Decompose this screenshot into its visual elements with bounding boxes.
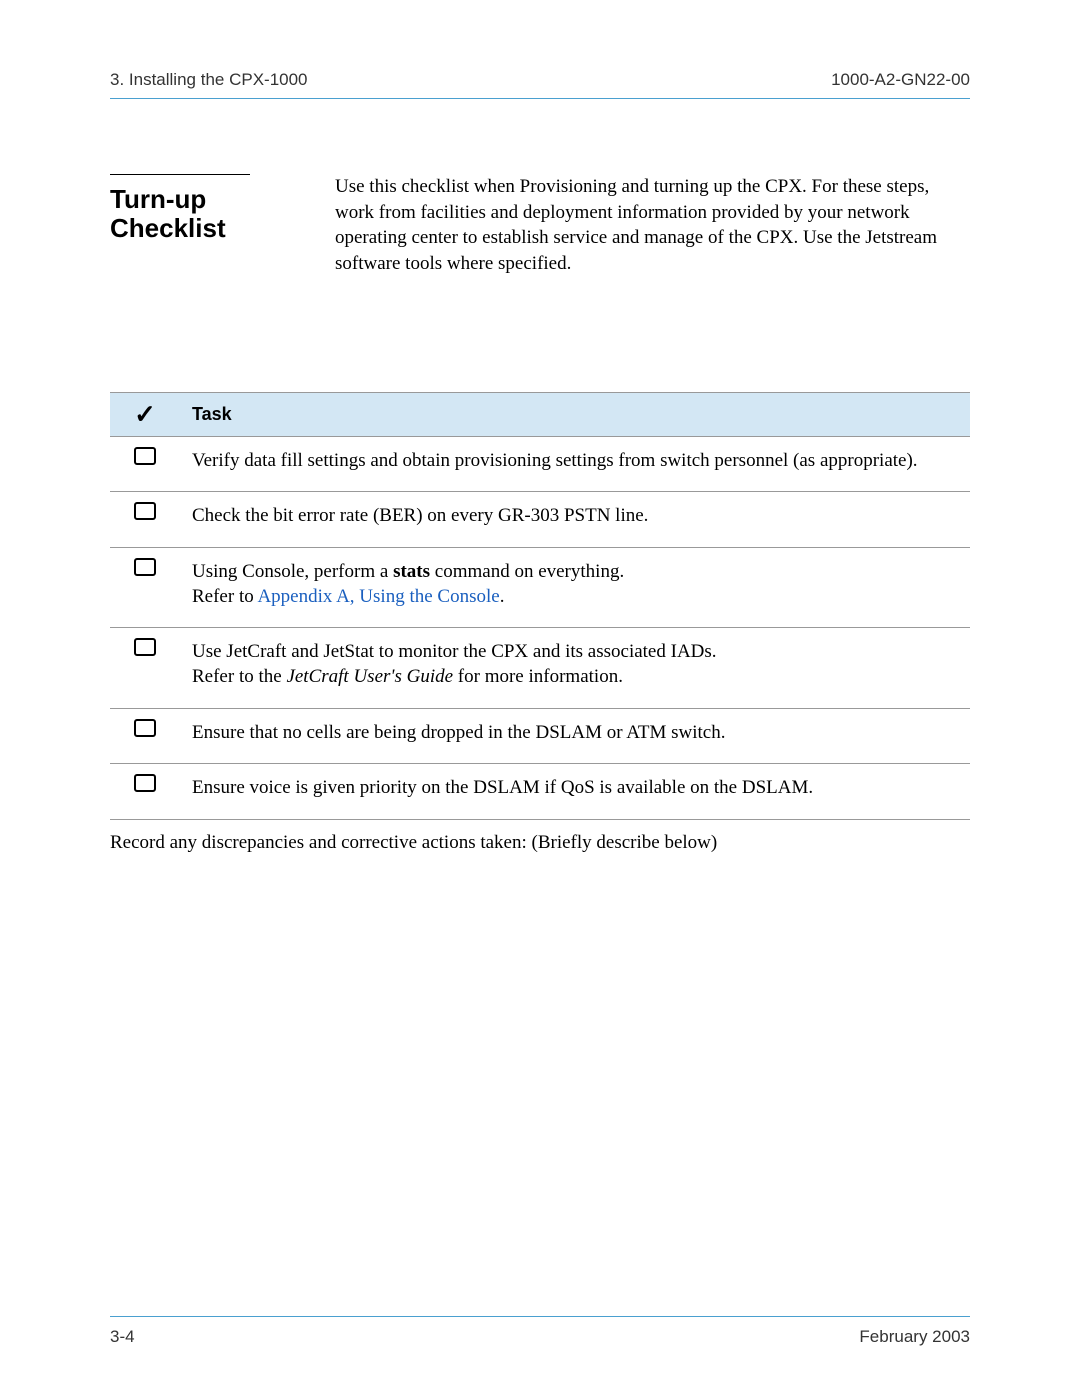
- checkbox-icon[interactable]: [134, 774, 156, 792]
- table-row: Check the bit error rate (BER) on every …: [110, 492, 970, 548]
- checkbox-icon[interactable]: [134, 502, 156, 520]
- checkbox-icon[interactable]: [134, 558, 156, 576]
- section-rule: [110, 174, 250, 175]
- checklist-table: ✓ Task Verify data fill settings and obt…: [110, 392, 970, 821]
- task-cell: Use JetCraft and JetStat to monitor the …: [180, 628, 970, 708]
- task-cell: Check the bit error rate (BER) on every …: [180, 492, 970, 548]
- footer-rule: [110, 1316, 970, 1317]
- footer-right: February 2003: [859, 1327, 970, 1347]
- section-title-line2: Checklist: [110, 213, 226, 243]
- checkbox-cell: [110, 708, 180, 764]
- section-title-line1: Turn-up: [110, 184, 206, 214]
- table-header-task: Task: [180, 392, 970, 436]
- task-cell: Using Console, perform a stats command o…: [180, 547, 970, 627]
- table-row: Use JetCraft and JetStat to monitor the …: [110, 628, 970, 708]
- table-row: Ensure that no cells are being dropped i…: [110, 708, 970, 764]
- table-footer-note: Record any discrepancies and corrective …: [110, 832, 970, 854]
- section-heading-block: Turn-up Checklist Use this checklist whe…: [110, 174, 970, 277]
- section-title-wrap: Turn-up Checklist: [110, 174, 335, 242]
- checkbox-cell: [110, 547, 180, 627]
- section-title: Turn-up Checklist: [110, 185, 335, 242]
- checkbox-cell: [110, 764, 180, 820]
- header-right: 1000-A2-GN22-00: [831, 70, 970, 90]
- header-left: 3. Installing the CPX-1000: [110, 70, 308, 90]
- task-cell: Verify data fill settings and obtain pro…: [180, 436, 970, 492]
- page-footer: 3-4 February 2003: [110, 1316, 970, 1347]
- table-row: Verify data fill settings and obtain pro…: [110, 436, 970, 492]
- task-cell: Ensure voice is given priority on the DS…: [180, 764, 970, 820]
- checkbox-cell: [110, 436, 180, 492]
- table-header-check: ✓: [110, 392, 180, 436]
- checkbox-icon[interactable]: [134, 447, 156, 465]
- page-header: 3. Installing the CPX-1000 1000-A2-GN22-…: [110, 70, 970, 99]
- table-header-row: ✓ Task: [110, 392, 970, 436]
- table-row: Using Console, perform a stats command o…: [110, 547, 970, 627]
- task-cell: Ensure that no cells are being dropped i…: [180, 708, 970, 764]
- checkbox-cell: [110, 628, 180, 708]
- table-row: Ensure voice is given priority on the DS…: [110, 764, 970, 820]
- footer-row: 3-4 February 2003: [110, 1327, 970, 1347]
- checkbox-icon[interactable]: [134, 638, 156, 656]
- footer-left: 3-4: [110, 1327, 135, 1347]
- checkbox-icon[interactable]: [134, 719, 156, 737]
- checkbox-cell: [110, 492, 180, 548]
- section-intro: Use this checklist when Provisioning and…: [335, 174, 970, 277]
